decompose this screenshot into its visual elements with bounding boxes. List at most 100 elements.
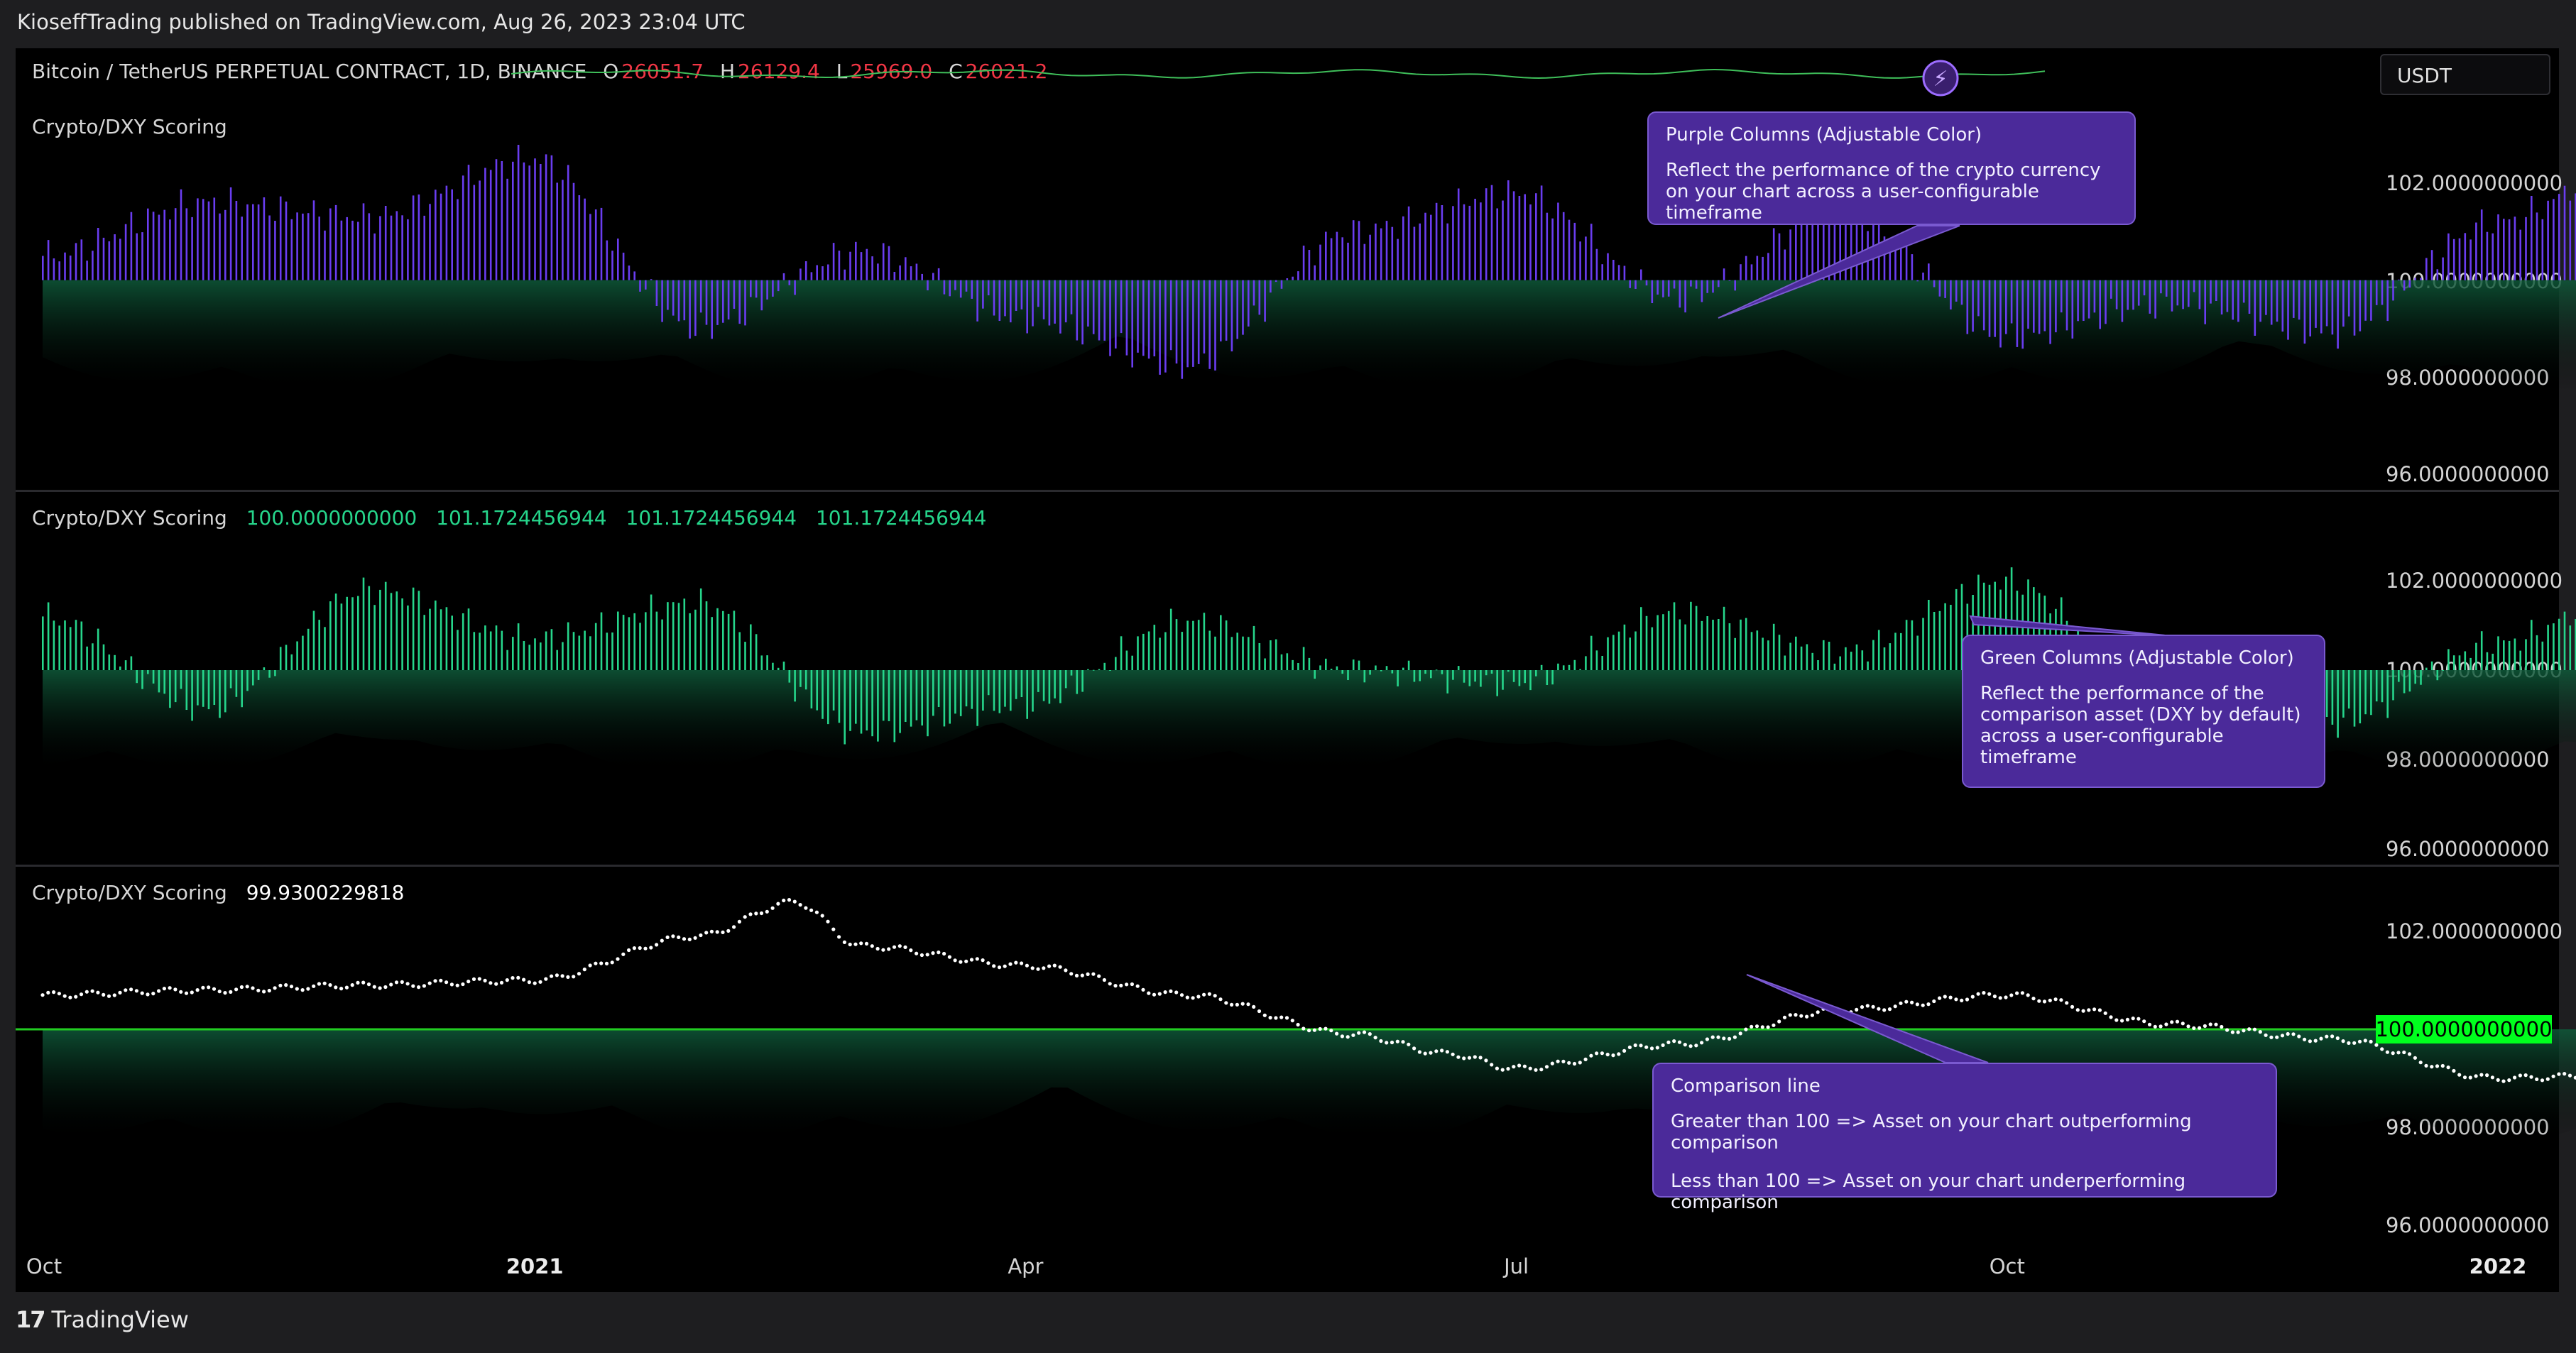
- purple-column: [1601, 264, 1603, 280]
- comparison-point: [2573, 1075, 2576, 1080]
- comparison-point: [1982, 991, 1986, 995]
- purple-column: [1612, 260, 1615, 280]
- purple-column: [1524, 194, 1526, 280]
- pane-separator[interactable]: [16, 865, 2559, 867]
- green-column: [1015, 670, 1017, 699]
- comparison-point: [1744, 1027, 1748, 1031]
- purple-column: [1800, 222, 1803, 280]
- comparison-point: [68, 995, 72, 999]
- comparison-point: [665, 935, 670, 939]
- green-column: [1723, 606, 1725, 670]
- comparison-point: [90, 989, 94, 993]
- comparison-point: [737, 919, 741, 924]
- comparison-point: [2242, 1029, 2246, 1033]
- comparison-point: [1877, 1007, 1881, 1011]
- purple-column: [119, 239, 121, 280]
- purple-column: [2121, 280, 2124, 322]
- comparison-point: [2479, 1073, 2484, 1077]
- comparison-point: [2164, 1022, 2168, 1026]
- comparison-point: [1290, 1019, 1294, 1023]
- green-column: [1568, 664, 1571, 670]
- comparison-point: [1047, 964, 1052, 968]
- purple-column: [202, 199, 204, 280]
- comparison-point: [1998, 996, 2002, 1000]
- comparison-point: [937, 951, 941, 955]
- comparison-point: [2446, 1066, 2450, 1070]
- shaded-area: [43, 280, 2576, 392]
- comparison-point: [1622, 1048, 1627, 1053]
- comparison-point: [334, 985, 338, 990]
- green-column: [838, 670, 841, 723]
- purple-column: [1684, 280, 1686, 313]
- purple-column: [484, 168, 486, 280]
- purple-column: [1823, 199, 1825, 280]
- comparison-point: [312, 984, 316, 988]
- pane-separator[interactable]: [16, 490, 2559, 492]
- purple-column: [1839, 212, 1841, 280]
- purple-column: [2165, 280, 2168, 297]
- comparison-point: [1522, 1064, 1527, 1068]
- green-column: [562, 642, 564, 670]
- comparison-point: [2535, 1077, 2539, 1081]
- green-column: [1092, 669, 1095, 671]
- comparison-point: [245, 985, 249, 989]
- comparison-point: [1473, 1055, 1477, 1059]
- green-column: [1375, 665, 1377, 670]
- purple-column: [1762, 256, 1764, 280]
- symbol-name[interactable]: Bitcoin / TetherUS PERPETUAL CONTRACT, 1…: [32, 60, 587, 83]
- comparison-point: [2325, 1034, 2329, 1039]
- green-column: [827, 670, 829, 725]
- purple-column: [860, 252, 863, 280]
- purple-column: [2265, 280, 2267, 315]
- comparison-point: [1677, 1040, 1682, 1044]
- comparison-point: [306, 987, 310, 991]
- green-column: [1181, 632, 1184, 670]
- green-column: [114, 654, 116, 670]
- purple-column: [1341, 237, 1343, 280]
- comparison-point: [1887, 1007, 1892, 1012]
- purple-column: [324, 230, 326, 280]
- purple-column: [677, 280, 680, 322]
- y-tick-label: 96.0000000000: [2386, 837, 2550, 861]
- green-column: [633, 613, 635, 670]
- brand-footer[interactable]: 𝟭𝟳 TradingView: [16, 1306, 189, 1333]
- comparison-point: [2192, 1026, 2196, 1030]
- purple-column: [2132, 280, 2134, 310]
- purple-column: [683, 280, 686, 321]
- purple-column: [1463, 204, 1466, 280]
- comparison-point: [1279, 1015, 1284, 1019]
- pane-1-title[interactable]: Crypto/DXY Scoring: [32, 115, 227, 138]
- comparison-point: [1174, 990, 1179, 995]
- purple-column: [699, 280, 702, 313]
- purple-column: [1391, 226, 1394, 280]
- green-column: [501, 630, 503, 670]
- green-column: [390, 593, 393, 670]
- green-column: [2486, 652, 2489, 670]
- green-column: [506, 650, 508, 670]
- green-column: [998, 670, 1001, 713]
- purple-column: [2210, 280, 2212, 304]
- purple-column: [954, 280, 956, 290]
- green-column: [639, 623, 641, 670]
- comparison-point: [2369, 1039, 2373, 1043]
- green-column: [285, 645, 288, 670]
- pane-3-title[interactable]: Crypto/DXY Scoring: [32, 881, 227, 904]
- comparison-point: [2159, 1024, 2163, 1029]
- purple-column: [2215, 280, 2217, 301]
- green-column: [1778, 635, 1781, 670]
- comparison-point: [1705, 1037, 1709, 1041]
- x-tick-label: Oct: [1990, 1254, 2025, 1278]
- green-column: [462, 613, 464, 670]
- pane-2-title[interactable]: Crypto/DXY Scoring: [32, 506, 227, 530]
- purple-column: [1679, 280, 1681, 308]
- purple-column: [2093, 280, 2096, 313]
- purple-column: [584, 198, 586, 280]
- currency-selector[interactable]: USDT: [2380, 54, 2550, 95]
- purple-column: [523, 162, 525, 280]
- green-column: [556, 650, 558, 670]
- comparison-point: [975, 957, 979, 961]
- comparison-point: [1700, 1041, 1704, 1045]
- purple-column: [617, 239, 619, 280]
- close-label: C: [949, 60, 963, 83]
